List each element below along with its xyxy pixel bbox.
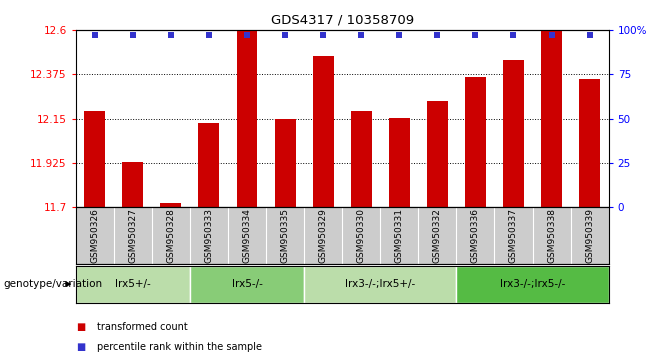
Bar <box>457 266 609 303</box>
Bar <box>351 111 372 207</box>
Text: percentile rank within the sample: percentile rank within the sample <box>97 342 262 352</box>
Text: GSM950333: GSM950333 <box>205 208 213 263</box>
Text: ■: ■ <box>76 342 85 352</box>
Text: lrx5+/-: lrx5+/- <box>115 279 151 289</box>
Text: genotype/variation: genotype/variation <box>3 279 103 289</box>
Bar <box>122 162 143 207</box>
Text: lrx5-/-: lrx5-/- <box>232 279 263 289</box>
Bar <box>76 266 190 303</box>
Text: lrx3-/-;lrx5-/-: lrx3-/-;lrx5-/- <box>500 279 565 289</box>
Bar <box>503 59 524 207</box>
Text: lrx3-/-;lrx5+/-: lrx3-/-;lrx5+/- <box>345 279 415 289</box>
Text: GSM950329: GSM950329 <box>318 208 328 263</box>
Text: GSM950337: GSM950337 <box>509 208 518 263</box>
Bar <box>579 79 600 207</box>
Bar <box>427 101 448 207</box>
Text: GSM950332: GSM950332 <box>433 208 442 263</box>
Text: GSM950330: GSM950330 <box>357 208 366 263</box>
Bar <box>304 266 457 303</box>
Bar <box>236 31 257 207</box>
Bar <box>313 56 334 207</box>
Text: GSM950338: GSM950338 <box>547 208 556 263</box>
Bar <box>161 203 182 207</box>
Text: GSM950328: GSM950328 <box>166 208 175 263</box>
Text: ■: ■ <box>76 322 85 332</box>
Text: transformed count: transformed count <box>97 322 188 332</box>
Bar <box>190 266 304 303</box>
Bar <box>84 111 105 207</box>
Text: GSM950339: GSM950339 <box>585 208 594 263</box>
Text: GSM950331: GSM950331 <box>395 208 404 263</box>
Bar <box>274 119 295 207</box>
Bar <box>465 77 486 207</box>
Text: GSM950326: GSM950326 <box>90 208 99 263</box>
Title: GDS4317 / 10358709: GDS4317 / 10358709 <box>270 13 414 26</box>
Text: GSM950335: GSM950335 <box>280 208 290 263</box>
Bar <box>389 118 410 207</box>
Bar <box>199 122 219 207</box>
Text: GSM950336: GSM950336 <box>471 208 480 263</box>
Bar <box>541 31 562 207</box>
Text: GSM950334: GSM950334 <box>243 208 251 263</box>
Text: GSM950327: GSM950327 <box>128 208 138 263</box>
